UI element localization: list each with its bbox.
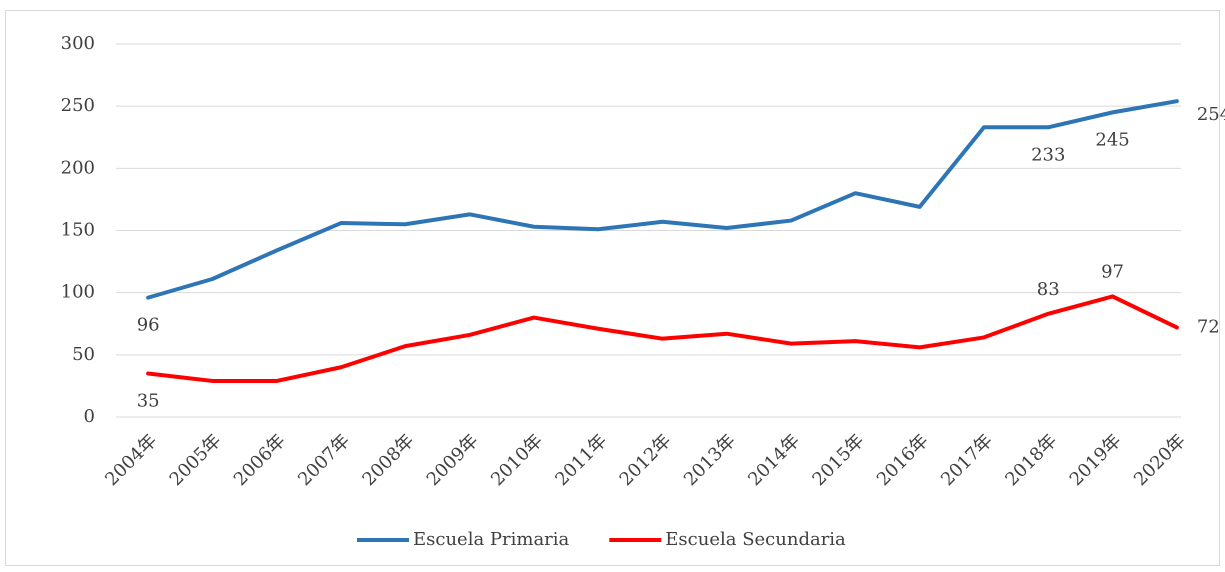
data-label: 233 [1031, 144, 1065, 165]
data-label: 245 [1095, 129, 1129, 150]
y-tick-label: 50 [72, 344, 95, 365]
y-tick-label: 100 [61, 282, 95, 303]
data-line [146, 99, 1179, 300]
data-label: 72 [1197, 316, 1220, 337]
data-label: 83 [1037, 279, 1060, 300]
y-tick-label: 150 [61, 220, 95, 241]
y-tick-label: 0 [84, 406, 95, 427]
legend-label: Escuela Secundaria [665, 529, 846, 550]
data-line [146, 294, 1179, 383]
data-label: 97 [1101, 261, 1124, 282]
y-tick-label: 300 [61, 33, 95, 54]
data-label: 35 [137, 390, 160, 411]
data-label: 254 [1197, 104, 1225, 125]
y-tick-label: 250 [61, 95, 95, 116]
chart-border [5, 10, 1220, 566]
y-tick-label: 200 [61, 157, 95, 178]
legend-label: Escuela Primaria [413, 529, 570, 550]
data-label: 96 [137, 315, 160, 336]
